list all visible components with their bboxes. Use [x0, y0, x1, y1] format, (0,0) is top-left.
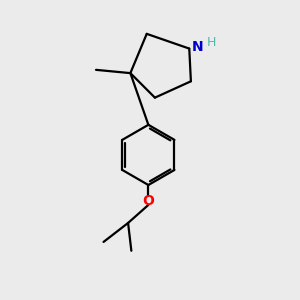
- Text: H: H: [206, 36, 216, 49]
- Text: N: N: [192, 40, 203, 54]
- Text: O: O: [142, 194, 154, 208]
